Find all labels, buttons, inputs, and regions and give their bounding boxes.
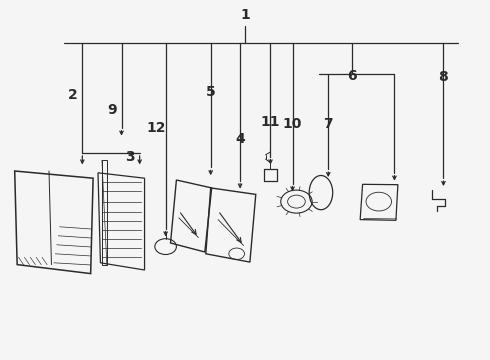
Text: 12: 12	[146, 121, 166, 135]
Text: 11: 11	[261, 116, 280, 129]
Text: 1: 1	[240, 8, 250, 22]
Text: 3: 3	[125, 150, 135, 163]
Text: 9: 9	[107, 103, 117, 117]
Text: 4: 4	[235, 132, 245, 145]
Text: 7: 7	[323, 117, 333, 131]
Text: 10: 10	[283, 117, 302, 131]
Text: 8: 8	[439, 71, 448, 84]
Text: 5: 5	[206, 85, 216, 99]
Text: 2: 2	[68, 89, 77, 102]
Text: 6: 6	[347, 69, 357, 82]
